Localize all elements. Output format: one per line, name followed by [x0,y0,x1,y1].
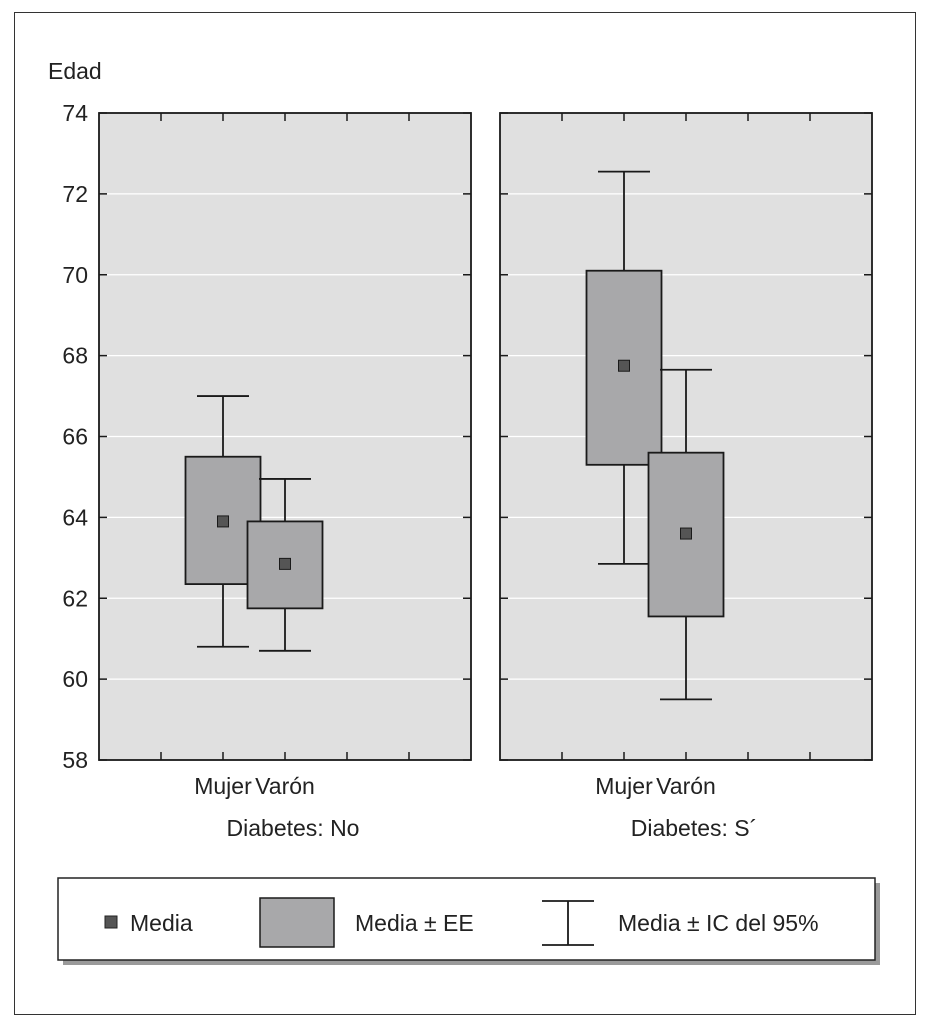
group-mujer [585,170,663,565]
x-tick-label-varon: Varón [255,773,315,799]
y-tick-label: 74 [62,100,88,126]
legend-label-se: Media ± EE [355,910,474,936]
y-tick-label: 72 [62,181,88,207]
y-tick-label: 62 [62,585,88,611]
panel-label: Diabetes: S´ [631,815,758,841]
legend-label-ci: Media ± IC del 95% [618,910,819,936]
y-tick-label: 58 [62,747,88,773]
panel-label: Diabetes: No [227,815,360,841]
group-varon [246,478,324,652]
mean-marker [618,359,630,372]
mean-marker [217,515,229,528]
x-tick-label-varon: Varón [656,773,716,799]
y-axis-label: Edad [48,58,102,84]
legend-whisker-symbol [542,900,594,946]
legend: Media Media ± EE Media ± IC del 95% [57,877,880,965]
mean-marker [279,557,291,570]
y-tick-label: 70 [62,262,88,288]
y-tick-label: 64 [62,504,88,530]
x-tick-label-mujer: Mujer [194,773,252,799]
mean-marker [680,527,692,540]
y-tick-label: 66 [62,424,88,450]
figure-frame [14,12,916,1015]
legend-box [57,877,876,961]
x-tick-label-mujer: Mujer [595,773,653,799]
y-tick-label: 68 [62,343,88,369]
y-tick-label: 60 [62,666,88,692]
group-varon [647,368,725,701]
legend-mean-marker [104,915,118,929]
panel-1: Mujer Varón Diabetes: No [98,112,472,841]
legend-se-box-symbol [259,897,335,948]
panel-2: Mujer Varón Diabetes: S´ [499,112,873,841]
legend-label-mean: Media [130,910,193,936]
